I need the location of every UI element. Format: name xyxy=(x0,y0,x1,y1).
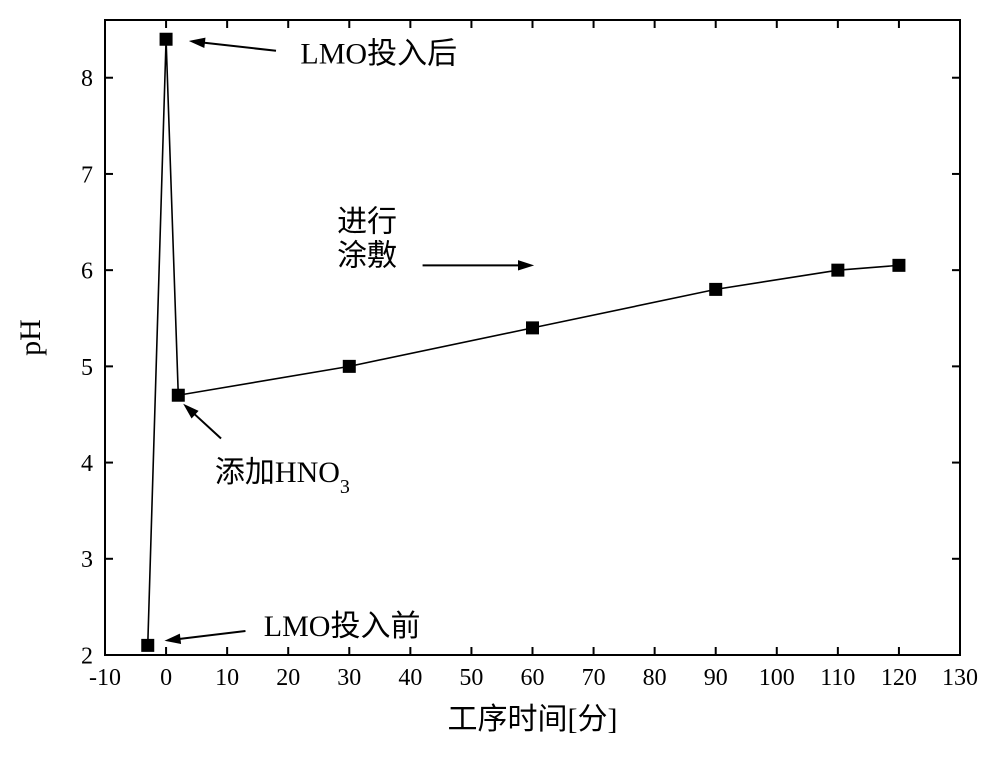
y-tick-label: 5 xyxy=(81,355,93,381)
x-tick-label: -10 xyxy=(89,665,121,691)
x-tick-label: 80 xyxy=(643,665,667,691)
data-marker xyxy=(527,322,539,334)
y-tick-label: 7 xyxy=(81,162,93,188)
data-marker xyxy=(172,389,184,401)
x-tick-label: 110 xyxy=(820,665,855,691)
annotation-text: 进行 xyxy=(337,206,397,239)
x-tick-label: 130 xyxy=(942,665,978,691)
x-tick-label: 70 xyxy=(582,665,606,691)
annotation-text: LMO投入前 xyxy=(264,610,421,643)
data-marker xyxy=(160,33,172,45)
x-tick-label: 100 xyxy=(759,665,795,691)
y-tick-label: 6 xyxy=(81,259,93,285)
data-marker xyxy=(343,360,355,372)
x-tick-label: 60 xyxy=(521,665,545,691)
y-axis-title: pH xyxy=(14,319,47,356)
x-tick-label: 50 xyxy=(459,665,483,691)
x-tick-label: 30 xyxy=(337,665,361,691)
y-tick-label: 2 xyxy=(81,643,93,669)
x-tick-label: 40 xyxy=(398,665,422,691)
y-tick-label: 8 xyxy=(81,66,93,92)
data-marker xyxy=(893,259,905,271)
y-tick-label: 3 xyxy=(81,547,93,573)
annotation-text: LMO投入后 xyxy=(300,37,457,70)
data-marker xyxy=(710,283,722,295)
y-tick-label: 4 xyxy=(81,451,93,477)
data-marker xyxy=(142,639,154,651)
x-tick-label: 120 xyxy=(881,665,917,691)
data-marker xyxy=(832,264,844,276)
chart-svg: -10 0 10 20 30 40 50 60 70 80 90 100 110 120 130 2 3 4 5 6 7… xyxy=(0,0,1000,771)
x-tick-label: 20 xyxy=(276,665,300,691)
x-axis-title: 工序时间[分] xyxy=(448,703,618,736)
x-tick-label: 0 xyxy=(160,665,172,691)
annotation-text: 涂敷 xyxy=(337,240,397,273)
x-tick-label: 90 xyxy=(704,665,728,691)
x-tick-label: 10 xyxy=(215,665,239,691)
ph-vs-time-chart: -10 0 10 20 30 40 50 60 70 80 90 100 110 120 130 2 3 4 5 6 7… xyxy=(0,0,1000,771)
